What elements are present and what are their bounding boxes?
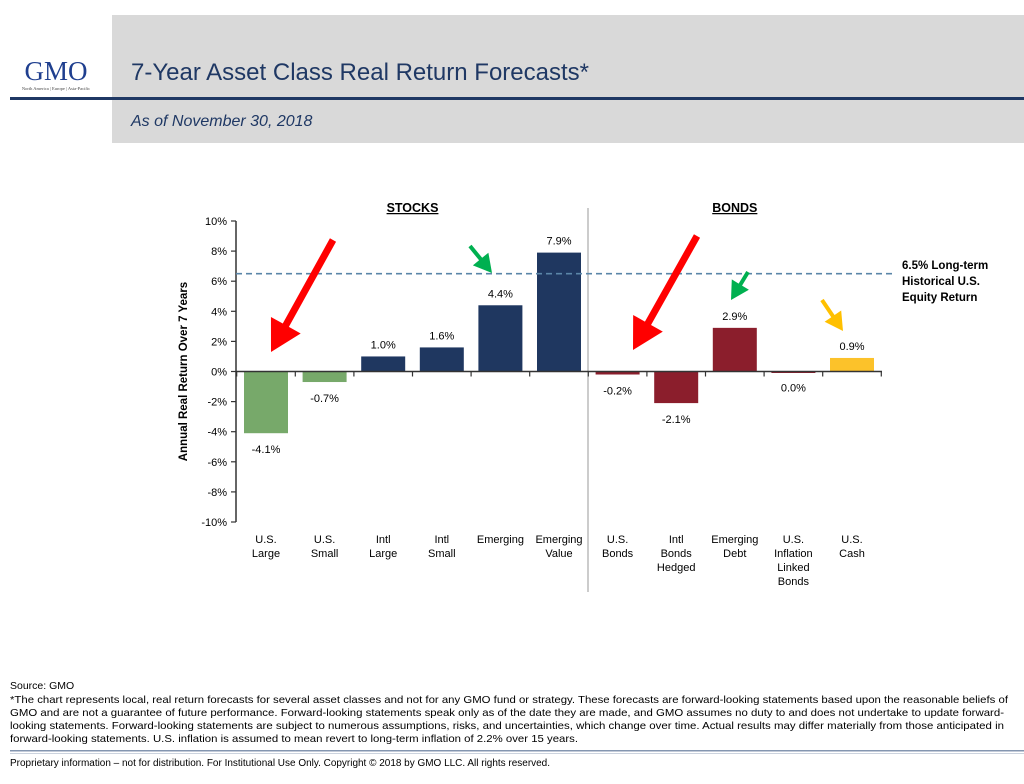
category-label: Debt: [723, 548, 746, 560]
category-label: Emerging: [711, 534, 758, 546]
category-label: U.S.: [841, 534, 862, 546]
reference-line-label: Equity Return: [902, 292, 977, 304]
y-tick-label: -8%: [207, 487, 227, 499]
category-label: U.S.: [314, 534, 335, 546]
annotation-arrow-icon: [633, 234, 701, 350]
page-title: 7-Year Asset Class Real Return Forecasts…: [131, 59, 589, 86]
category-label: Intl: [434, 534, 449, 546]
group-label-stocks: STOCKS: [387, 201, 439, 215]
category-label: Value: [545, 548, 572, 560]
category-label: Large: [369, 548, 397, 560]
y-tick-label: 0%: [211, 367, 227, 379]
y-tick-label: 2%: [211, 336, 227, 348]
group-label-bonds: BONDS: [712, 201, 757, 215]
bar: [537, 252, 581, 372]
header-background: [112, 15, 1024, 143]
y-tick-label: -2%: [207, 397, 227, 409]
annotation-arrow-icon: [820, 298, 843, 331]
bar: [244, 371, 288, 434]
data-label: -0.2%: [603, 386, 632, 398]
data-label: 1.6%: [429, 330, 454, 342]
bar: [419, 347, 464, 372]
bar: [654, 371, 699, 404]
data-label: -4.1%: [252, 444, 281, 456]
annotation-arrow-icon: [731, 270, 750, 300]
bar: [830, 357, 874, 372]
annotation-arrow-icon: [468, 244, 492, 273]
footnote-line: GMO and are not a guarantee of future pe…: [10, 707, 1005, 719]
bar: [595, 371, 640, 375]
category-label: Bonds: [661, 548, 693, 560]
category-label: Inflation: [774, 548, 813, 560]
category-label: Cash: [839, 548, 865, 560]
category-label: Linked: [777, 562, 809, 574]
footnote-line: *The chart represents local, real return…: [10, 694, 1008, 706]
footer-rule-secondary: [10, 753, 1024, 754]
data-label: -2.1%: [662, 414, 691, 426]
category-label: Large: [252, 548, 280, 560]
category-label: Bonds: [602, 548, 634, 560]
page-subtitle: As of November 30, 2018: [130, 113, 313, 130]
y-tick-label: 6%: [211, 276, 227, 288]
y-tick-label: -4%: [207, 427, 227, 439]
bar: [302, 371, 347, 383]
proprietary-notice: Proprietary information – not for distri…: [10, 758, 550, 769]
footnote-line: looking statements. Forward-looking stat…: [10, 720, 1004, 732]
bar: [712, 327, 757, 372]
annotation-arrow-icon: [270, 238, 337, 352]
source-note: Source: GMO: [10, 680, 74, 692]
category-label: U.S.: [783, 534, 804, 546]
y-tick-label: 8%: [211, 246, 227, 258]
category-label: U.S.: [255, 534, 276, 546]
data-label: 4.4%: [488, 288, 513, 300]
category-label: Emerging: [535, 534, 582, 546]
bar-chart: 10% 8% 6% 4% 2% 0% -2% -4% -6% -8% -10% Annual Real…: [178, 201, 988, 592]
data-label: -0.7%: [310, 393, 339, 405]
data-label: 1.0%: [371, 339, 396, 351]
category-label: Hedged: [657, 562, 696, 574]
bar: [361, 356, 406, 372]
y-axis-label: Annual Real Return Over 7 Years: [178, 282, 190, 461]
y-tick-label: -6%: [207, 457, 227, 469]
category-label: Small: [311, 548, 339, 560]
category-label: Intl: [669, 534, 684, 546]
logo-tagline: North America | Europe | Asia-Pacific: [22, 86, 90, 91]
reference-line-label: 6.5% Long-term: [902, 260, 988, 272]
category-label: U.S.: [607, 534, 628, 546]
y-tick-label: -10%: [201, 517, 227, 529]
data-label: 0.0%: [781, 383, 806, 395]
data-label: 7.9%: [546, 236, 571, 248]
category-label: Small: [428, 548, 456, 560]
category-label: Bonds: [778, 576, 810, 588]
category-label: Intl: [376, 534, 391, 546]
footer-rule: [10, 750, 1024, 752]
y-tick-label: 10%: [205, 216, 227, 228]
bar: [478, 305, 523, 372]
footnote-line: forward-looking statements. U.S. inflati…: [10, 733, 578, 745]
reference-line-label: Historical U.S.: [902, 276, 980, 288]
data-label: 2.9%: [722, 311, 747, 323]
category-label: Emerging: [477, 534, 524, 546]
header-rule: [10, 97, 1024, 100]
gmo-logo: GMO: [24, 56, 87, 86]
data-label: 0.9%: [839, 341, 864, 353]
y-tick-label: 4%: [211, 306, 227, 318]
